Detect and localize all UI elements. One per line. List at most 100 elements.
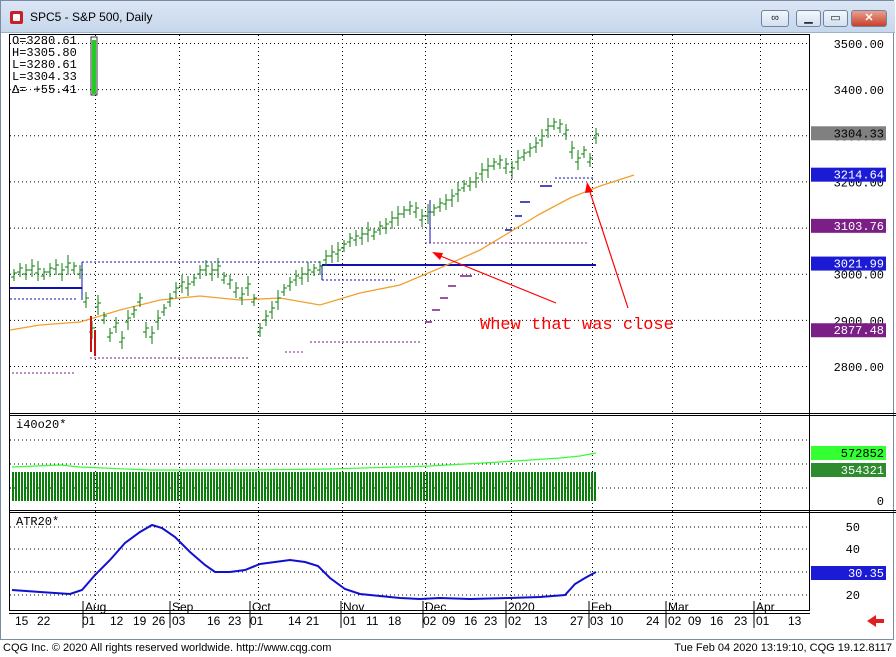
vol-bar-510 (510, 472, 512, 501)
atr-tick-50: 50 (846, 521, 860, 535)
close-button[interactable]: ✕ (851, 10, 887, 27)
day-label-8: 23 (228, 614, 242, 628)
vol-bar-111 (111, 472, 113, 501)
maximize-button[interactable]: ▭ (823, 10, 848, 27)
vol-bar-288 (288, 472, 290, 501)
day-label-28: 23 (734, 614, 748, 628)
vol-bar-585 (585, 472, 587, 501)
vol-bar-528 (528, 472, 530, 501)
day-label-14: 18 (388, 614, 402, 628)
price-tag-2: 3103.76 (834, 220, 884, 234)
atr-panel-label: ATR20* (16, 515, 59, 529)
vol-bar-327 (327, 472, 329, 501)
month-label-Dec: Dec (425, 600, 446, 614)
vol-bar-480 (480, 472, 482, 501)
day-label-29: 01 (756, 614, 770, 628)
vol-bar-381 (381, 472, 383, 501)
vol-bar-471 (471, 472, 473, 501)
vol-bar-114 (114, 472, 116, 501)
vol-bar-33 (33, 472, 35, 501)
moving-average-line (9, 174, 635, 331)
vol-bar-579 (579, 472, 581, 501)
vol-bar-438 (438, 472, 440, 501)
month-label-Aug: Aug (85, 600, 106, 614)
day-label-26: 09 (688, 614, 702, 628)
volume-tag-1: 572852 (841, 447, 884, 461)
vol-bar-153 (153, 472, 155, 501)
vol-bar-429 (429, 472, 431, 501)
vol-bar-465 (465, 472, 467, 501)
vol-bar-204 (204, 472, 206, 501)
vol-bar-138 (138, 472, 140, 501)
scroll-right-arrow-icon[interactable] (867, 615, 884, 627)
vol-bar-84 (84, 472, 86, 501)
volume-tag-2: 354321 (841, 464, 884, 478)
vol-bar-99 (99, 472, 101, 501)
vol-bar-18 (18, 472, 20, 501)
day-label-23: 10 (610, 614, 624, 628)
vol-bar-27 (27, 472, 29, 501)
vol-bar-372 (372, 472, 374, 501)
annotation-text: Whew that was close (480, 316, 674, 335)
vol-bar-363 (363, 472, 365, 501)
vol-bar-507 (507, 472, 509, 501)
chart-canvas[interactable]: Whew that was close O=3280.61 H=3305.80 … (0, 0, 896, 640)
vol-bar-495 (495, 472, 497, 501)
price-tag-bg-1 (811, 167, 886, 182)
vol-bar-210 (210, 472, 212, 501)
vol-bar-348 (348, 472, 350, 501)
vol-bar-174 (174, 472, 176, 501)
volume-tags: 572852 354321 0 (811, 446, 886, 509)
quote-bar-fill (92, 40, 96, 94)
day-label-25: 02 (668, 614, 682, 628)
atr-polyline (11, 523, 597, 601)
vol-bar-69 (69, 472, 71, 501)
vol-bar-246 (246, 472, 248, 501)
chart-frame (9, 34, 810, 611)
vol-bar-57 (57, 472, 59, 501)
vol-bar-426 (426, 472, 428, 501)
vol-bar-120 (120, 472, 122, 501)
vol-bar-261 (261, 472, 263, 501)
vol-bar-39 (39, 472, 41, 501)
day-label-0: 15 (15, 614, 29, 628)
day-label-5: 26 (152, 614, 166, 628)
minimize-button[interactable]: ▁ (796, 10, 821, 27)
vol-bar-42 (42, 472, 44, 501)
price-tag-1: 3214.64 (834, 169, 884, 183)
vol-bar-243 (243, 472, 245, 501)
arrow-head-1 (432, 252, 443, 260)
price-tag-4: 2877.48 (834, 324, 884, 338)
price-bars (11, 118, 599, 356)
vol-bar-375 (375, 472, 377, 501)
atr-axis: 50 40 20 30.35 (811, 521, 886, 603)
link-icon[interactable]: ∞ (761, 10, 789, 27)
atr-tag-bg (811, 566, 886, 580)
vol-bar-522 (522, 472, 524, 501)
vol-bar-321 (321, 472, 323, 501)
vol-bar-81 (81, 472, 83, 501)
vol-bar-456 (456, 472, 458, 501)
day-label-16: 09 (442, 614, 456, 628)
vol-bar-108 (108, 472, 110, 501)
price-tag-0: 3304.33 (834, 127, 884, 141)
vol-bar-414 (414, 472, 416, 501)
vol-bar-51 (51, 472, 53, 501)
vol-bar-405 (405, 472, 407, 501)
vol-bar-498 (498, 472, 500, 501)
vol-bar-384 (384, 472, 386, 501)
vol-bar-285 (285, 472, 287, 501)
vol-bar-171 (171, 472, 173, 501)
atr-tick-40: 40 (846, 543, 860, 557)
volume-zero-label: 0 (877, 495, 884, 509)
vol-bar-72 (72, 472, 74, 501)
vol-bar-234 (234, 472, 236, 501)
time-axis: Aug Sep Oct Nov Dec 2020 Feb Mar Apr 15 22 01 12 19 26… (9, 600, 810, 628)
price-tick-3000.00: 3000.00 (834, 269, 884, 283)
vol-bar-342 (342, 472, 344, 501)
title-bar[interactable]: SPC5 - S&P 500, Daily ∞ ▁ ▭ ✕ (1, 1, 895, 33)
month-label-Nov: Nov (343, 600, 364, 614)
vol-bar-300 (300, 472, 302, 501)
vol-bar-264 (264, 472, 266, 501)
vol-bar-567 (567, 472, 569, 501)
